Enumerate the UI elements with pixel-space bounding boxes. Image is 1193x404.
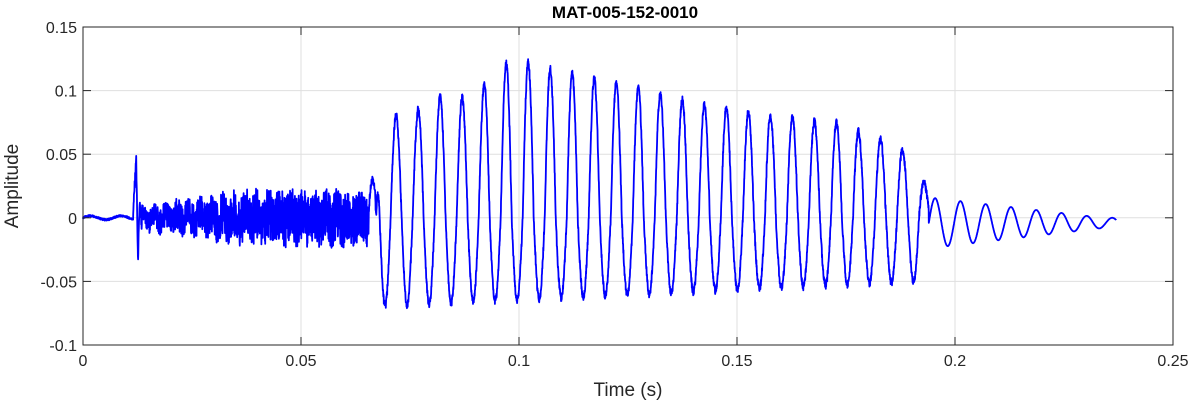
- plot-area: [83, 27, 1173, 345]
- x-tick-label: 0.1: [508, 353, 530, 370]
- y-tick-label: 0.1: [55, 84, 77, 101]
- y-tick-label: 0.05: [46, 147, 77, 164]
- y-tick-label: -0.1: [49, 338, 77, 355]
- tick-marks: [82, 26, 1174, 346]
- y-tick-label: 0.15: [46, 20, 77, 37]
- y-tick-labels: -0.1 -0.05 0 0.05 0.1 0.15: [41, 20, 78, 355]
- x-tick-label: 0.05: [285, 353, 316, 370]
- series-group: [82, 58, 1117, 310]
- y-tick-label: -0.05: [41, 274, 78, 291]
- y-tick-label: 0: [68, 211, 77, 228]
- chart-title: MAT-005-152-0010: [552, 3, 698, 22]
- x-tick-label: 0: [79, 353, 88, 370]
- x-tick-label: 0.2: [944, 353, 966, 370]
- x-tick-label: 0.25: [1157, 353, 1188, 370]
- y-axis-label: Amplitude: [2, 144, 23, 229]
- x-tick-labels: 0 0.05 0.1 0.15 0.2 0.25: [79, 353, 1189, 370]
- x-axis-label: Time (s): [594, 380, 663, 401]
- plot-frame: [82, 26, 1174, 346]
- series-line: [82, 58, 1117, 310]
- x-tick-label: 0.15: [721, 353, 752, 370]
